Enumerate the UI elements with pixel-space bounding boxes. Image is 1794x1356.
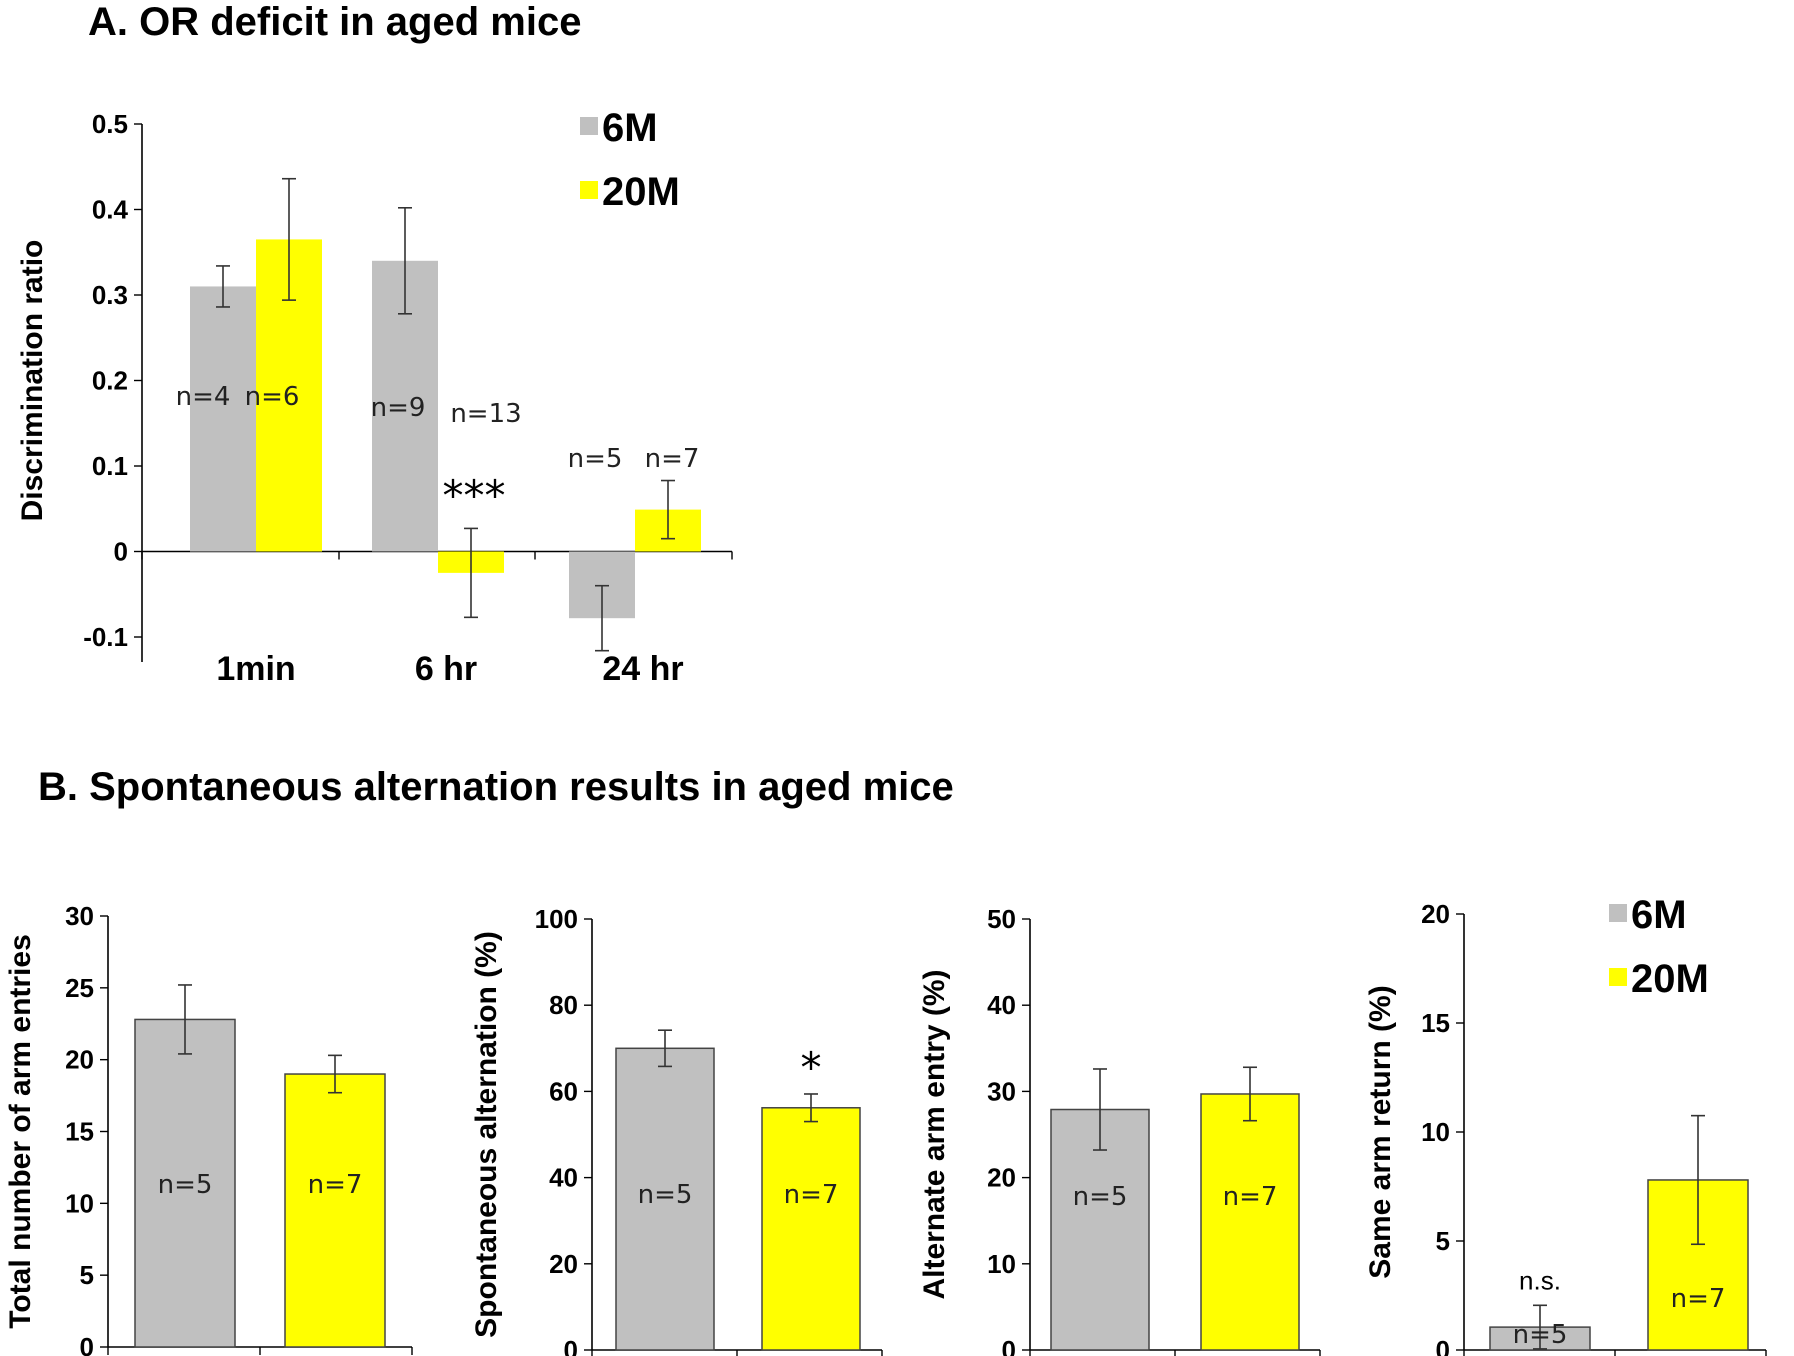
bar xyxy=(134,1018,236,1348)
significance-marker: n.s. xyxy=(1519,1265,1561,1295)
y-tick-label: 0 xyxy=(114,537,128,567)
legend-swatch-20m xyxy=(1609,968,1627,986)
y-tick-label: 10 xyxy=(987,1249,1016,1279)
y-tick-label: 100 xyxy=(535,904,578,934)
y-tick-label: 15 xyxy=(65,1117,94,1147)
y-tick-label: 10 xyxy=(1421,1117,1450,1147)
n-label: n=4 xyxy=(176,382,231,412)
n-label: n=5 xyxy=(1073,1182,1128,1212)
n-label: n=5 xyxy=(638,1180,693,1210)
n-label: n=7 xyxy=(1671,1284,1726,1314)
chart-a-discrimination-ratio: -0.1 0 0.1 0.2 0.3 0.4 0.5 Discrimination ratio… xyxy=(16,106,733,688)
bar xyxy=(1200,1093,1300,1351)
y-tick-label: 0 xyxy=(564,1335,578,1356)
category-label: 1min xyxy=(216,650,295,688)
legend-label-20m: 20M xyxy=(1631,957,1709,1001)
y-tick-label: 40 xyxy=(987,990,1016,1020)
y-axis-label: Spontaneous alternation (%) xyxy=(470,931,503,1338)
y-tick-label: 50 xyxy=(987,904,1016,934)
legend-label-6m: 6M xyxy=(1631,893,1687,937)
chart-b3-alternate-arm-entry: 0 10 20 30 40 50 Alternate arm entry (%) n=5 n=7 xyxy=(918,904,1321,1356)
legend-swatch-20m xyxy=(580,181,598,199)
legend-label-20m: 20M xyxy=(602,170,680,214)
y-tick-label: 0 xyxy=(1436,1335,1450,1356)
bar xyxy=(284,1073,386,1348)
y-tick-label: 5 xyxy=(1436,1226,1450,1256)
y-tick-label: 30 xyxy=(987,1076,1016,1106)
y-tick-label: 0 xyxy=(80,1332,94,1356)
bar xyxy=(615,1047,715,1351)
y-tick-label: 15 xyxy=(1421,1008,1450,1038)
y-tick-label: 0 xyxy=(1002,1335,1016,1356)
y-tick-label: 60 xyxy=(549,1076,578,1106)
y-tick-label: 20 xyxy=(549,1249,578,1279)
n-label: n=5 xyxy=(568,444,623,474)
n-label: n=7 xyxy=(784,1180,839,1210)
chart-b1-total-arm-entries: 0 5 10 15 20 25 30 Total number of arm entries n… xyxy=(4,901,413,1356)
y-tick-label: 5 xyxy=(80,1260,94,1290)
n-label: n=9 xyxy=(371,393,426,423)
y-tick-label: 0.2 xyxy=(92,366,128,396)
y-tick-label: 0.4 xyxy=(92,195,129,225)
n-label: n=7 xyxy=(1223,1182,1278,1212)
category-label: 24 hr xyxy=(602,650,683,688)
y-axis-label: Alternate arm entry (%) xyxy=(918,969,951,1299)
y-tick-label: 40 xyxy=(549,1163,578,1193)
legend-swatch-6m xyxy=(580,117,598,135)
significance-marker: *** xyxy=(443,471,506,520)
legend-label-6m: 6M xyxy=(602,106,658,150)
y-axis-label: Total number of arm entries xyxy=(4,934,37,1329)
n-label: n=7 xyxy=(308,1170,363,1200)
y-tick-label: 25 xyxy=(65,973,94,1003)
y-tick-label: 10 xyxy=(65,1188,94,1218)
y-axis-label: Discrimination ratio xyxy=(16,240,49,522)
y-tick-label: 20 xyxy=(987,1163,1016,1193)
chart-b4-same-arm-return: 0 5 10 15 20 Same arm return (%) n=5 n=7 n.s. 6M 2… xyxy=(1364,893,1767,1356)
bar xyxy=(190,286,256,552)
chart-b2-spontaneous-alternation: 0 20 40 60 80 100 Spontaneous alternation (%) n… xyxy=(470,904,883,1356)
y-tick-label: 30 xyxy=(65,901,94,931)
y-tick-label: 0.3 xyxy=(92,280,128,310)
y-tick-label: 20 xyxy=(1421,899,1450,929)
y-tick-label: 0.1 xyxy=(92,451,128,481)
n-label: n=5 xyxy=(1513,1320,1568,1350)
y-tick-label: 0.5 xyxy=(92,109,128,139)
n-label: n=7 xyxy=(645,444,700,474)
y-axis-label: Same arm return (%) xyxy=(1364,985,1397,1278)
significance-marker: * xyxy=(801,1043,822,1092)
bar xyxy=(761,1107,861,1351)
legend-swatch-6m xyxy=(1609,904,1627,922)
n-label: n=6 xyxy=(245,382,300,412)
y-tick-label: 80 xyxy=(549,990,578,1020)
n-label: n=5 xyxy=(158,1170,213,1200)
panel-a-title: A. OR deficit in aged mice xyxy=(88,0,581,44)
y-tick-label: -0.1 xyxy=(83,622,128,652)
panel-b-title: B. Spontaneous alternation results in ag… xyxy=(38,765,954,809)
n-label: n=13 xyxy=(450,399,521,429)
category-label: 6 hr xyxy=(415,650,477,688)
y-tick-label: 20 xyxy=(65,1045,94,1075)
